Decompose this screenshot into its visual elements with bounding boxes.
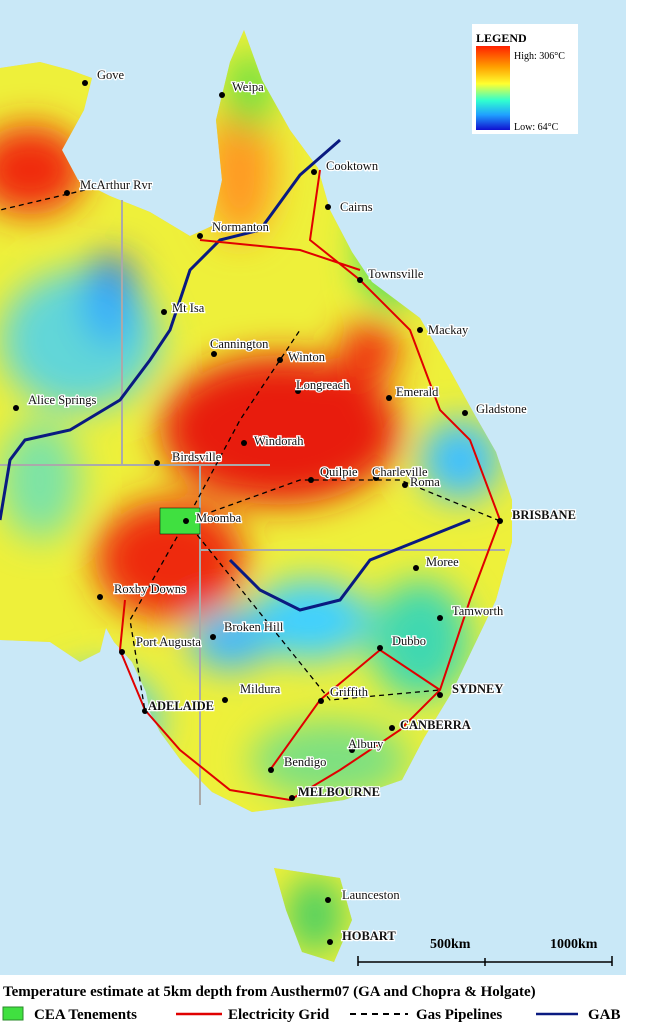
city-label: Mildura bbox=[240, 682, 281, 696]
legend-title: LEGEND bbox=[476, 31, 527, 45]
cities: Gove Weipa McArthur Rvr Cooktown Cairns Norma… bbox=[13, 67, 577, 945]
city-label: Mt Isa bbox=[172, 301, 205, 315]
city-label: Port Augusta bbox=[136, 635, 201, 649]
city-dot bbox=[183, 518, 189, 524]
city-dot bbox=[357, 277, 363, 283]
city-dot bbox=[154, 460, 160, 466]
city-label: Normanton bbox=[212, 220, 270, 234]
city-dot bbox=[308, 477, 314, 483]
city-dot bbox=[386, 395, 392, 401]
legend-box: LEGEND High: 306°C Low: 64°C bbox=[472, 24, 578, 134]
city-label: Longreach bbox=[296, 378, 350, 392]
city-dot bbox=[413, 565, 419, 571]
city-dot bbox=[373, 475, 379, 481]
city-dot bbox=[437, 615, 443, 621]
city-dot bbox=[318, 698, 324, 704]
city-label: CANBERRA bbox=[400, 718, 471, 732]
city-dot bbox=[377, 645, 383, 651]
city-dot bbox=[325, 897, 331, 903]
scale-label: 1000km bbox=[550, 937, 598, 952]
city-dot bbox=[161, 309, 167, 315]
key-label: Gas Pipelines bbox=[416, 1007, 502, 1023]
city-label: Broken Hill bbox=[224, 620, 284, 634]
city-dot bbox=[142, 708, 148, 714]
key-label: Electricity Grid bbox=[228, 1007, 330, 1023]
city-dot bbox=[327, 939, 333, 945]
legend-low: Low: 64°C bbox=[514, 122, 559, 133]
caption: Temperature estimate at 5km depth from A… bbox=[3, 984, 536, 1000]
city-dot bbox=[311, 169, 317, 175]
city-label: MELBOURNE bbox=[298, 785, 380, 799]
city-dot bbox=[289, 795, 295, 801]
city-label: Tamworth bbox=[452, 604, 504, 618]
city-label: McArthur Rvr bbox=[80, 178, 153, 192]
city-dot bbox=[417, 327, 423, 333]
city-label: Quilpie bbox=[320, 465, 358, 479]
city-label: Bendigo bbox=[284, 755, 326, 769]
legend-high: High: 306°C bbox=[514, 51, 565, 62]
city-label: Gladstone bbox=[476, 402, 527, 416]
city-label: Roxby Downs bbox=[114, 582, 186, 596]
city-label: Charleville bbox=[372, 465, 428, 479]
key-label: CEA Tenements bbox=[34, 1007, 137, 1023]
city-label: Cairns bbox=[340, 200, 373, 214]
city-label: HOBART bbox=[342, 929, 396, 943]
city-dot bbox=[222, 697, 228, 703]
city-dot bbox=[97, 594, 103, 600]
city-dot bbox=[402, 482, 408, 488]
city-label: Griffith bbox=[330, 685, 369, 699]
scale-label: 500km bbox=[430, 937, 471, 952]
city-label: Cooktown bbox=[326, 159, 379, 173]
city-dot bbox=[325, 204, 331, 210]
city-dot bbox=[437, 692, 443, 698]
city-label: Albury bbox=[348, 737, 384, 751]
city-dot bbox=[277, 357, 283, 363]
city-label: Townsville bbox=[368, 267, 424, 281]
city-label: SYDNEY bbox=[452, 682, 503, 696]
city-label: Weipa bbox=[232, 80, 264, 94]
city-label: Windorah bbox=[254, 434, 304, 448]
key-label: GAB bbox=[588, 1007, 621, 1023]
city-dot bbox=[268, 767, 274, 773]
city-dot bbox=[241, 440, 247, 446]
city-dot bbox=[119, 649, 125, 655]
city-dot bbox=[497, 518, 503, 524]
city-dot bbox=[197, 233, 203, 239]
overlays bbox=[0, 138, 505, 805]
city-label: Alice Springs bbox=[28, 393, 97, 407]
city-dot bbox=[219, 92, 225, 98]
city-dot bbox=[389, 725, 395, 731]
city-dot bbox=[295, 388, 301, 394]
city-label: Birdsville bbox=[172, 450, 222, 464]
city-label: Winton bbox=[288, 350, 326, 364]
city-label: Launceston bbox=[342, 888, 400, 902]
city-dot bbox=[349, 747, 355, 753]
city-label: Moomba bbox=[196, 511, 242, 525]
city-label: BRISBANE bbox=[512, 508, 576, 522]
city-dot bbox=[82, 80, 88, 86]
city-label: Roma bbox=[410, 475, 440, 489]
city-label: Emerald bbox=[396, 385, 439, 399]
city-label: Mackay bbox=[428, 323, 469, 337]
scale-bar: 500km 1000km bbox=[357, 937, 613, 966]
city-dot bbox=[64, 190, 70, 196]
city-label: Cannington bbox=[210, 337, 269, 351]
city-dot bbox=[210, 634, 216, 640]
city-dot bbox=[13, 405, 19, 411]
city-label: Gove bbox=[97, 68, 125, 82]
city-dot bbox=[211, 351, 217, 357]
city-dot bbox=[462, 410, 468, 416]
city-label: Dubbo bbox=[392, 634, 426, 648]
key: CEA Tenements Electricity Grid Gas Pipel… bbox=[2, 1006, 621, 1023]
city-label: Moree bbox=[426, 555, 459, 569]
city-label: ADELAIDE bbox=[148, 699, 214, 713]
